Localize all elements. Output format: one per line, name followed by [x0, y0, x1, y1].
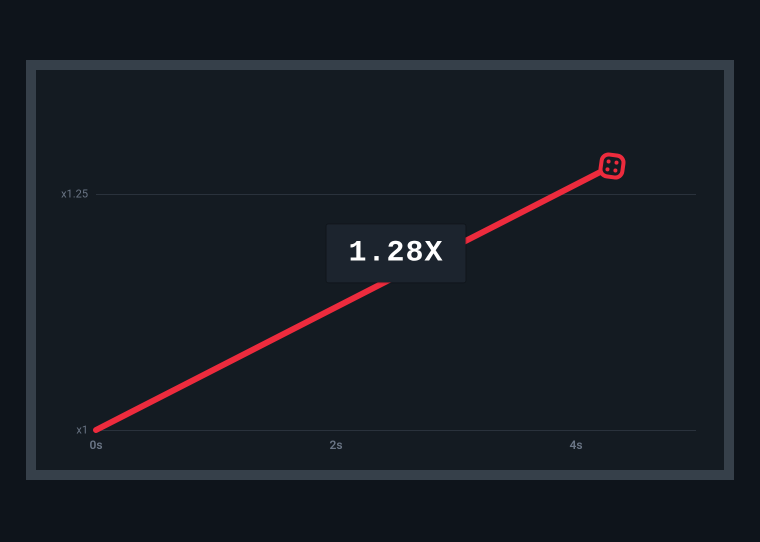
gridline-low — [96, 430, 696, 431]
x-axis-label-1: 2s — [329, 438, 342, 452]
crash-game-panel: x1 x1.25 0s 2s 4s 1.28X — [26, 60, 734, 480]
crash-chart: x1 x1.25 0s 2s 4s 1.28X — [96, 100, 696, 430]
y-axis-label-high: x1.25 — [61, 188, 88, 201]
x-axis-label-0: 0s — [89, 438, 102, 452]
x-axis-label-2: 4s — [569, 438, 582, 452]
multiplier-display: 1.28X — [326, 224, 465, 282]
y-axis-label-low: x1 — [76, 424, 88, 437]
multiplier-value: 1.28X — [348, 236, 443, 270]
dice-icon — [600, 154, 625, 179]
